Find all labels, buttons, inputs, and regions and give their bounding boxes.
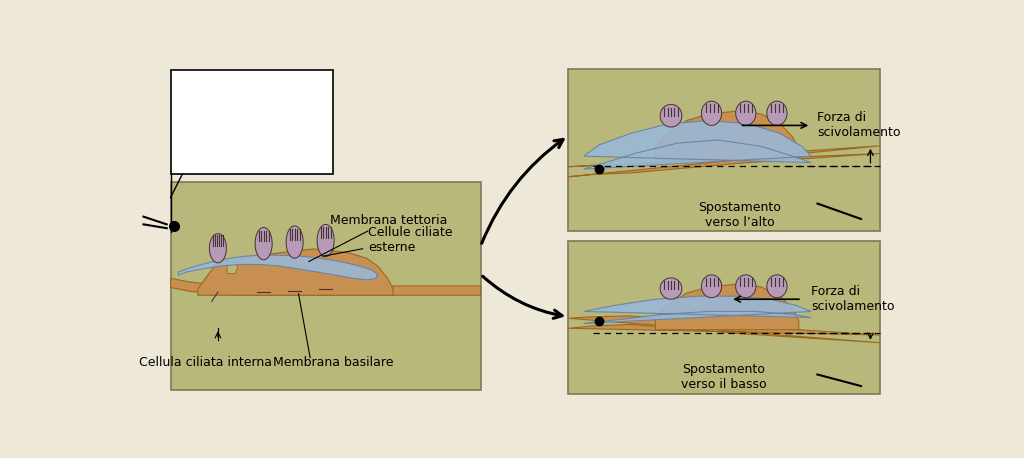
Polygon shape [655,284,799,330]
Text: Cellula ciliata interna: Cellula ciliata interna [139,356,272,370]
Text: Spostamento
verso il basso: Spostamento verso il basso [681,363,767,391]
Polygon shape [286,226,303,258]
Polygon shape [701,101,722,125]
Polygon shape [255,228,272,260]
Text: Cellule ciliate
esterne: Cellule ciliate esterne [323,226,453,256]
Polygon shape [701,275,722,298]
Polygon shape [198,249,393,295]
Polygon shape [171,71,334,174]
Polygon shape [767,275,787,298]
Text: Membrana tettoria: Membrana tettoria [308,214,446,262]
Polygon shape [568,146,880,177]
Polygon shape [171,182,480,390]
Polygon shape [767,101,787,125]
Polygon shape [568,316,880,343]
Polygon shape [655,111,799,159]
Polygon shape [660,104,682,127]
Polygon shape [178,255,378,280]
Polygon shape [317,224,334,256]
Polygon shape [735,101,756,125]
Polygon shape [171,278,480,295]
Text: Forza di
scivolamento: Forza di scivolamento [817,111,901,139]
Polygon shape [209,234,226,263]
Polygon shape [227,262,238,273]
Text: Forza di
scivolamento: Forza di scivolamento [811,285,895,313]
Polygon shape [568,69,880,230]
Polygon shape [568,241,880,394]
Text: Spostamento
verso l’alto: Spostamento verso l’alto [698,201,781,229]
Polygon shape [584,296,811,324]
Polygon shape [584,120,811,169]
Polygon shape [660,278,682,299]
Text: Membrana basilare: Membrana basilare [273,356,393,370]
Polygon shape [735,275,756,298]
